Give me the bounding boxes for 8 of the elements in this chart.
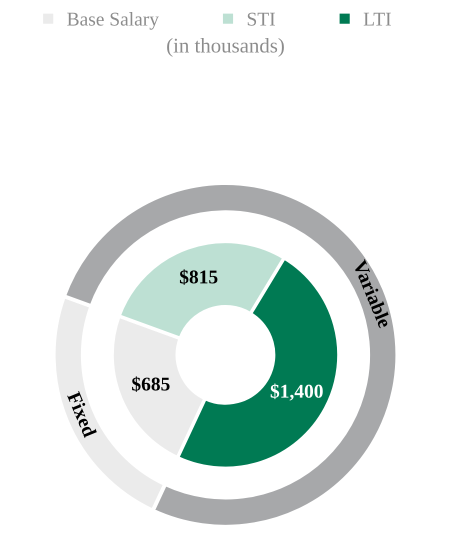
legend-label: Base Salary [67, 12, 159, 30]
data-label: $815 [180, 269, 218, 285]
text: (in thousands) [167, 38, 284, 57]
legend-label: STI [248, 12, 275, 26]
legend-label: LTI [364, 12, 391, 26]
data-label: $1,400 [270, 384, 323, 401]
text: Fixed [66, 390, 98, 438]
data-label: $685 [132, 376, 170, 392]
